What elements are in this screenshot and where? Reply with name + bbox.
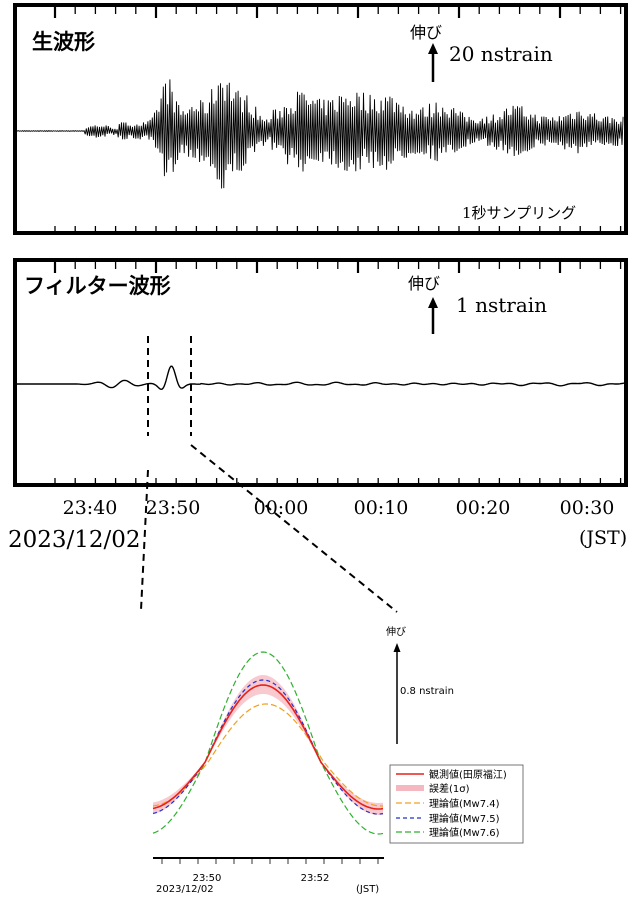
- zoom-axis-unit: (JST): [356, 884, 379, 895]
- zoom-scale-direction: 伸び: [386, 626, 406, 638]
- filtered-panel-ticks: [53, 260, 622, 485]
- filtered-scale-arrowhead: [428, 297, 438, 308]
- theory-curve-mw7-6: [152, 651, 384, 835]
- zoom-scale-label: 0.8 nstrain: [400, 686, 454, 697]
- main-time-axis: 23:40 23:50 00:00 00:10 00:20 00:30 2023…: [8, 497, 627, 553]
- raw-panel-title: 生波形: [32, 30, 95, 54]
- filtered-waveform-panel: フィルター波形 伸び 1 nstrain: [13, 258, 628, 487]
- zoom-x-tick-label: 23:50: [193, 873, 222, 884]
- legend-label: 観測値(田原福江): [429, 768, 507, 781]
- main-axis-unit: (JST): [579, 527, 627, 549]
- main-date-label: 2023/12/02: [8, 527, 141, 553]
- main-x-tick-label: 00:10: [354, 497, 409, 519]
- zoom-axis-ticks: [161, 858, 379, 864]
- zoom-date-label: 2023/12/02: [156, 884, 214, 895]
- raw-panel-frame: [13, 3, 628, 235]
- filtered-scale-direction: 伸び: [408, 274, 440, 293]
- main-x-tick-label: 00:20: [456, 497, 511, 519]
- sampling-note: 1秒サンプリング: [462, 204, 576, 222]
- zoom-x-tick-label: 23:52: [301, 873, 330, 884]
- zoom-scale-arrowhead: [393, 643, 401, 652]
- zoom-comparison-plot: 伸び 0.8 nstrain 観測値(田原福江) 誤差(1σ) 理論値(Mw7.…: [152, 626, 524, 895]
- main-x-tick-label: 23:40: [63, 497, 118, 519]
- main-x-tick-label: 00:30: [560, 497, 615, 519]
- legend-label: 理論値(Mw7.6): [429, 826, 500, 839]
- raw-waveform-panel: 生波形 伸び 20 nstrain 1秒サンプリング: [13, 3, 628, 235]
- filtered-panel-frame: [13, 258, 628, 487]
- legend-frame: [389, 764, 524, 844]
- raw-waveform-line: [16, 79, 624, 189]
- raw-scale-direction: 伸び: [410, 23, 442, 42]
- raw-scale-arrowhead: [428, 43, 438, 54]
- raw-scale-label: 20 nstrain: [449, 42, 553, 66]
- filtered-scale-label: 1 nstrain: [456, 293, 547, 317]
- zoom-connector-right: [190, 444, 398, 613]
- main-x-tick-label: 23:50: [146, 497, 201, 519]
- zoom-connector-left: [140, 469, 149, 611]
- legend-label: 誤差(1σ): [429, 782, 470, 795]
- legend: 観測値(田原福江) 誤差(1σ) 理論値(Mw7.4) 理論値(Mw7.5) 理…: [389, 764, 524, 844]
- filtered-panel-title: フィルター波形: [24, 274, 171, 298]
- legend-label: 理論値(Mw7.5): [429, 812, 500, 825]
- filtered-waveform-line: [17, 365, 625, 391]
- raw-panel-ticks: [53, 5, 622, 233]
- legend-swatch-error: [396, 785, 424, 791]
- legend-label: 理論値(Mw7.4): [429, 797, 500, 810]
- main-x-tick-label: 00:00: [254, 497, 309, 519]
- theory-curve-mw7-5: [152, 679, 384, 815]
- observed-curve: [152, 684, 384, 810]
- error-band-1sigma: [153, 675, 383, 815]
